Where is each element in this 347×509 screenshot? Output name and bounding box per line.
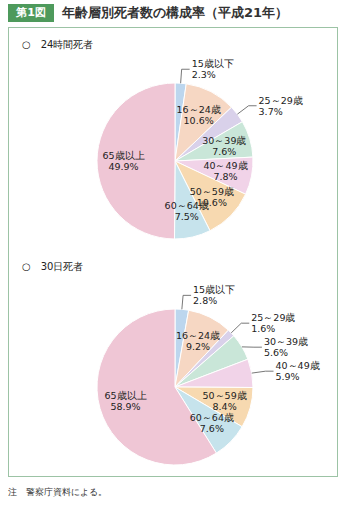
html-text:○ 24時間死者: ○ 24時間死者 bbox=[22, 39, 94, 50]
svg-text:15歳以下2.3%: 15歳以下2.3% bbox=[192, 58, 234, 80]
svg-text:65歳以上58.9%: 65歳以上58.9% bbox=[104, 390, 146, 412]
svg-text:60～64歳7.5%: 60～64歳7.5% bbox=[165, 200, 209, 222]
svg-text:16～24歳9.2%: 16～24歳9.2% bbox=[176, 330, 220, 352]
svg-text:30～39歳7.6%: 30～39歳7.6% bbox=[202, 135, 246, 157]
svg-text:50～59歳8.4%: 50～59歳8.4% bbox=[203, 390, 247, 412]
svg-text:15歳以下2.8%: 15歳以下2.8% bbox=[193, 284, 235, 306]
svg-text:30～39歳5.6%: 30～39歳5.6% bbox=[264, 336, 308, 358]
svg-text:40～49歳5.9%: 40～49歳5.9% bbox=[276, 360, 320, 382]
html-text:注 警察庁資料による。: 注 警察庁資料による。 bbox=[8, 487, 107, 497]
html-text:年齢層別死者数の構成率（平成21年）: 年齢層別死者数の構成率（平成21年） bbox=[62, 5, 289, 20]
svg-text:25～29歳1.6%: 25～29歳1.6% bbox=[251, 312, 295, 334]
svg-text:40～49歳7.8%: 40～49歳7.8% bbox=[203, 160, 247, 182]
svg-text:16～24歳10.6%: 16～24歳10.6% bbox=[177, 104, 221, 126]
html-text:10.6%: 10.6% bbox=[196, 196, 227, 208]
html-text:50～59歳: 50～59歳 bbox=[189, 185, 234, 197]
html-text:第1図: 第1図 bbox=[16, 6, 46, 19]
svg-text:25～29歳3.7%: 25～29歳3.7% bbox=[259, 95, 303, 117]
html-text:○ 30日死者: ○ 30日死者 bbox=[22, 261, 84, 272]
svg-text:60～64歳7.6%: 60～64歳7.6% bbox=[190, 412, 234, 434]
svg-text:65歳以上49.9%: 65歳以上49.9% bbox=[102, 150, 144, 172]
